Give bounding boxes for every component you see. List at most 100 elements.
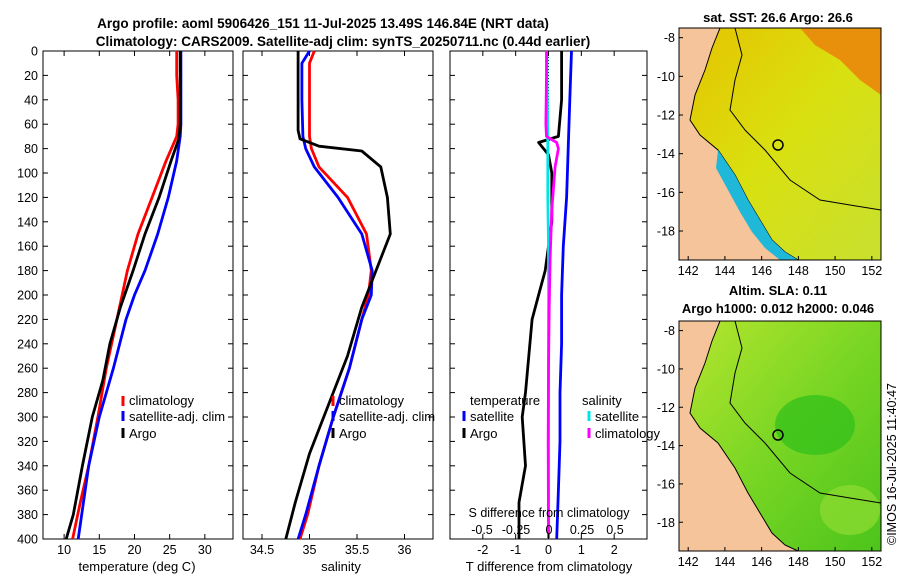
- map-x-tick-label: 144: [714, 264, 735, 278]
- sst-map-title: sat. SST: 26.6 Argo: 26.6: [703, 10, 853, 25]
- depth-tick-label: 80: [24, 142, 38, 156]
- series-line-satellite-adj-clim: [296, 50, 374, 540]
- legend-label-s-satellite: satellite: [595, 409, 639, 424]
- map-y-tick-label: -8: [664, 324, 675, 338]
- s-diff-tick-label: 0.5: [606, 523, 623, 537]
- sst-warm-patch: [800, 28, 881, 95]
- x-tick-label: 1: [578, 543, 585, 557]
- difference-panel: T difference from climatology -2 -1 0 1 2 S …: [449, 50, 661, 574]
- sst-argo-location-marker: [772, 139, 784, 151]
- depth-tick-label: 220: [17, 313, 38, 327]
- legend-label-argo: Argo: [339, 426, 366, 441]
- temperature-legend: climatology satellite-adj. clim Argo: [121, 393, 225, 441]
- s-diff-tick-label: 0.25: [570, 523, 594, 537]
- x-tick-label: -2: [477, 543, 488, 557]
- map-x-tick-label: 152: [861, 555, 882, 569]
- sla-argo-location-marker: [772, 429, 784, 441]
- map-x-tick-label: 142: [678, 555, 699, 569]
- series-line-t-satellite: [555, 50, 573, 540]
- sst-map-panel: sat. SST: 26.6 Argo: 26.6 142 144 146 148 15…: [657, 10, 882, 278]
- series-line-t-argo: [517, 51, 563, 539]
- depth-tick-label: 100: [17, 167, 38, 181]
- salinity-axes-frame: [242, 50, 434, 540]
- sst-reef-contour: [729, 28, 881, 211]
- map-y-tick-label: -10: [657, 362, 675, 376]
- temperature-xlabel: temperature (deg C): [78, 559, 195, 574]
- depth-tick-label: 120: [17, 191, 38, 205]
- salinity-panel: salinity 34.5 35 35.5 36 climatology satell…: [242, 50, 435, 574]
- map-y-tick-label: -14: [657, 439, 675, 453]
- copyright-label: ©IMOS 16-Jul-2025 11:40:47: [885, 383, 899, 545]
- depth-tick-label: 360: [17, 484, 38, 498]
- map-y-tick-label: -14: [657, 147, 675, 161]
- map-x-tick-label: 142: [678, 264, 699, 278]
- legend-label-s-climatology: climatology: [595, 426, 661, 441]
- series-line-argo: [64, 51, 182, 540]
- series-line-argo: [284, 51, 392, 540]
- map-y-tick-label: -16: [657, 186, 675, 200]
- map-y-tick-label: -12: [657, 109, 675, 123]
- x-tick-label: 20: [128, 543, 142, 557]
- depth-tick-label: 240: [17, 337, 38, 351]
- sst-map-frame: [678, 27, 882, 261]
- x-tick-label: 34.5: [250, 543, 274, 557]
- sst-shelf-cool-band: [716, 150, 798, 260]
- sla-reef-contour: [729, 321, 881, 504]
- depth-tick-label: 20: [24, 69, 38, 83]
- legend-title-temperature: temperature: [470, 393, 540, 408]
- x-tick-label: 35.5: [345, 543, 369, 557]
- s-diff-tick-label: 0: [546, 523, 553, 537]
- x-tick-label: 0: [545, 543, 552, 557]
- s-diff-tick-label: -0.25: [502, 523, 531, 537]
- x-tick-label: 36: [398, 543, 412, 557]
- legend-label-climatology: climatology: [339, 393, 405, 408]
- depth-tick-label: 280: [17, 386, 38, 400]
- depth-tick-label: 300: [17, 411, 38, 425]
- difference-legend: temperature satellite Argo salinity sate…: [462, 393, 661, 441]
- map-x-tick-label: 146: [751, 264, 772, 278]
- sla-map-panel: Altim. SLA: 0.11 Argo h1000: 0.012 h2000…: [657, 283, 882, 569]
- depth-tick-label: 140: [17, 215, 38, 229]
- depth-tick-label: 400: [17, 533, 38, 547]
- s-difference-annotation: S difference from climatology: [469, 506, 631, 520]
- depth-tick-label: 160: [17, 240, 38, 254]
- legend-label-t-argo: Argo: [470, 426, 497, 441]
- x-tick-label: 10: [57, 543, 71, 557]
- map-x-tick-label: 152: [861, 264, 882, 278]
- map-x-tick-label: 148: [788, 555, 809, 569]
- depth-tick-label: 180: [17, 264, 38, 278]
- map-y-tick-label: -18: [657, 225, 675, 239]
- sla-map-title: Altim. SLA: 0.11: [729, 283, 827, 298]
- x-tick-label: 30: [198, 543, 212, 557]
- figure-title-line1: Argo profile: aoml 5906426_151 11-Jul-20…: [97, 16, 549, 31]
- sla-high-patch: [775, 395, 855, 455]
- temperature-panel: temperature (deg C) 10 15 20 25 30 020406080…: [17, 45, 647, 574]
- sla-map-frame: [678, 320, 882, 552]
- x-tick-label: 25: [163, 543, 177, 557]
- map-y-tick-label: -18: [657, 516, 675, 530]
- legend-title-salinity: salinity: [582, 393, 622, 408]
- map-y-tick-label: -8: [664, 31, 675, 45]
- depth-tick-label: 40: [24, 93, 38, 107]
- series-line-satellite-adj-clim: [76, 51, 183, 540]
- x-tick-label: 2: [611, 543, 618, 557]
- map-x-tick-label: 144: [714, 555, 735, 569]
- depth-tick-label: 380: [17, 508, 38, 522]
- depth-tick-label: 200: [17, 289, 38, 303]
- map-y-tick-label: -16: [657, 477, 675, 491]
- map-y-tick-label: -10: [657, 70, 675, 84]
- depth-tick-label: 0: [31, 45, 38, 59]
- x-tick-label: 15: [92, 543, 106, 557]
- depth-tick-label: 260: [17, 362, 38, 376]
- sla-high-patch: [820, 485, 880, 535]
- legend-label-satellite: satellite-adj. clim: [339, 409, 435, 424]
- legend-label-t-satellite: satellite: [470, 409, 514, 424]
- legend-label-climatology: climatology: [129, 393, 195, 408]
- temperature-axes-frame: [42, 50, 234, 540]
- depth-tick-label: 340: [17, 459, 38, 473]
- s-diff-tick-label: -0.5: [471, 523, 493, 537]
- map-x-tick-label: 150: [825, 264, 846, 278]
- legend-label-satellite: satellite-adj. clim: [129, 409, 225, 424]
- depth-tick-label: 60: [24, 118, 38, 132]
